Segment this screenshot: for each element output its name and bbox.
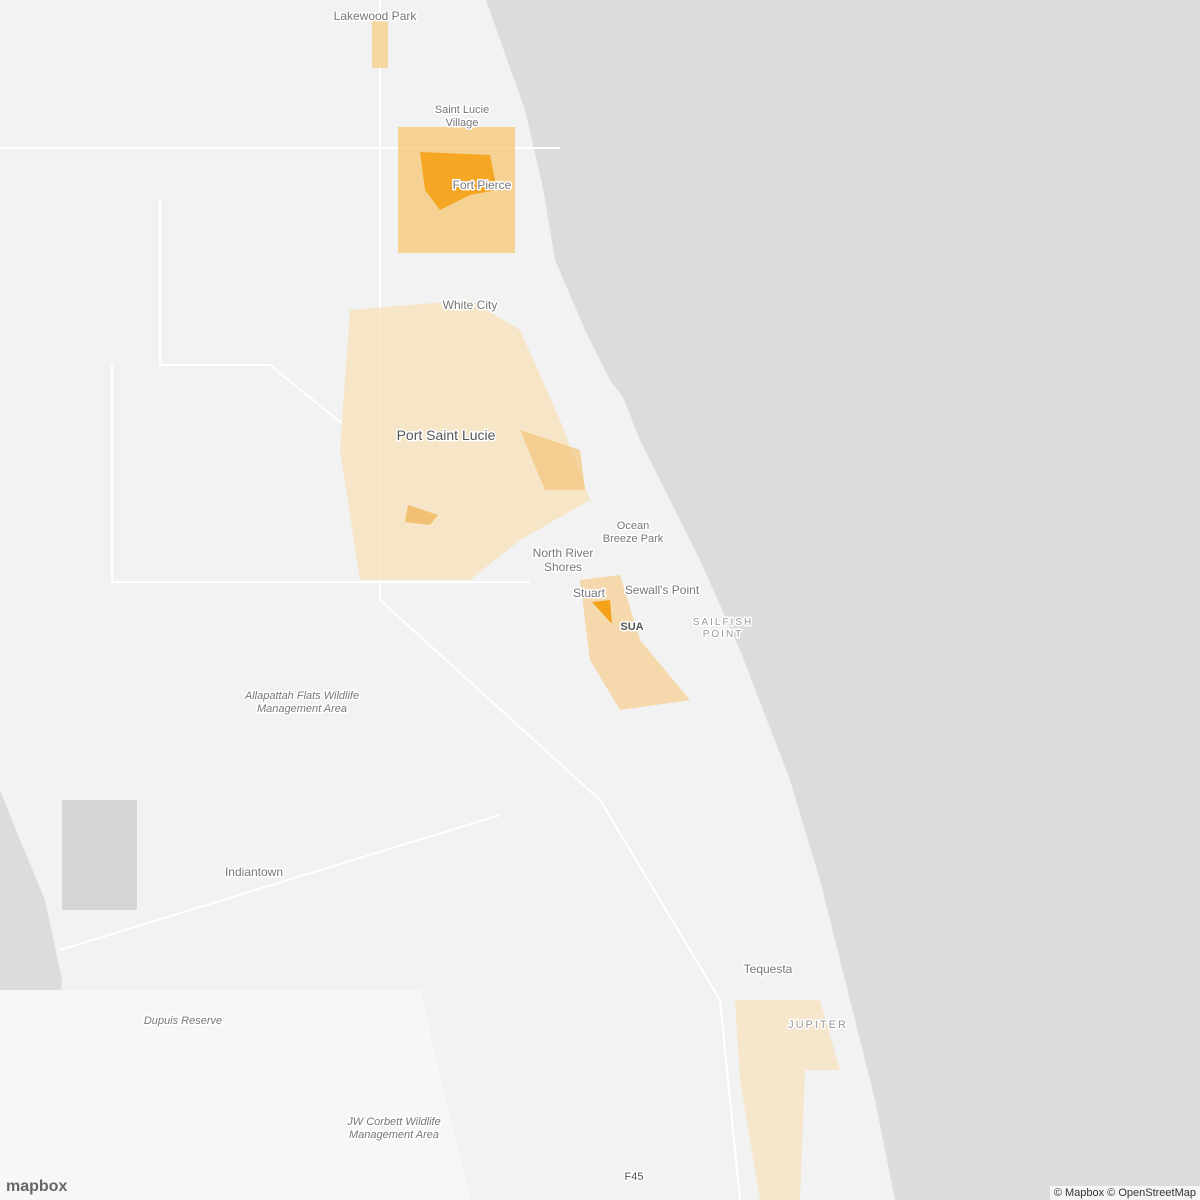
- choropleth: [340, 20, 840, 1200]
- place-label: Stuart: [573, 586, 606, 600]
- place-label: Lakewood Park: [334, 9, 418, 23]
- place-label: Port Saint Lucie: [397, 427, 496, 443]
- place-label: SAILFISH: [693, 617, 753, 628]
- place-label: Fort Pierce: [453, 178, 512, 192]
- place-label: Dupuis Reserve: [144, 1015, 222, 1027]
- place-label: Village: [446, 117, 479, 129]
- place-label: Sewall's Point: [625, 583, 700, 597]
- place-label: Ocean: [617, 520, 649, 532]
- place-label: White City: [443, 298, 498, 312]
- place-label: North River: [533, 546, 594, 560]
- place-label: JUPITER: [788, 1019, 848, 1031]
- place-label: Allapattah Flats Wildlife: [244, 690, 359, 702]
- road-network: [0, 0, 741, 1200]
- lagoon: [540, 170, 625, 400]
- place-label: F45: [625, 1171, 644, 1183]
- mapbox-logo[interactable]: mapbox: [6, 1178, 68, 1195]
- place-label: Tequesta: [744, 962, 793, 976]
- place-label: Management Area: [257, 703, 347, 715]
- attribution[interactable]: © Mapbox © OpenStreetMap: [1049, 1186, 1200, 1200]
- place-label: Shores: [544, 560, 582, 574]
- reserve-area: [0, 990, 470, 1200]
- place-label: SUA: [620, 621, 643, 633]
- place-label: Indiantown: [225, 865, 283, 879]
- place-label: Saint Lucie: [435, 104, 489, 116]
- place-label: Management Area: [349, 1129, 439, 1141]
- reservoir: [62, 800, 137, 910]
- place-label: Breeze Park: [603, 533, 664, 545]
- place-label: POINT: [703, 629, 744, 640]
- place-label: JW Corbett Wildlife: [346, 1116, 440, 1128]
